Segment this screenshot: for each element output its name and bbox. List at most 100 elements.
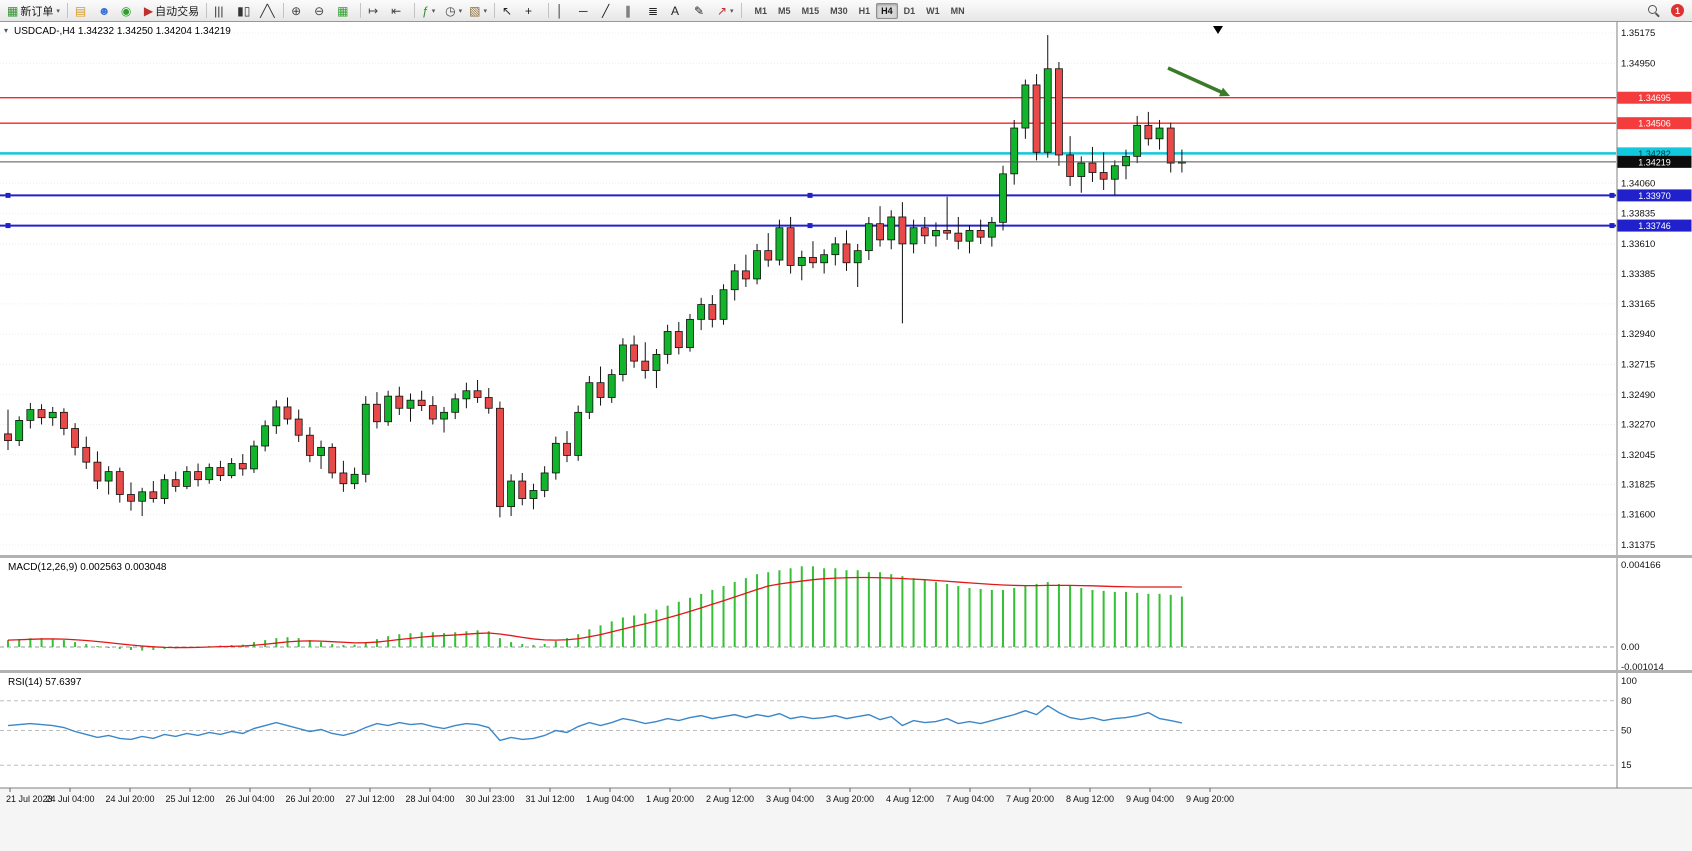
chart-objects: 1.34695 1.34506 1.34282 1.33970 1.33746 1.342… <box>0 26 1692 673</box>
line-handle[interactable] <box>807 223 813 229</box>
timeframe-m15-button[interactable]: M15 <box>801 5 820 16</box>
line-handle[interactable] <box>5 223 11 229</box>
price-scale-label: 1.33385 <box>1621 269 1655 280</box>
crosshair-button[interactable]: + <box>522 1 544 21</box>
main-price-panel: 1.35175 1.34950 1.34060 1.33835 1.33610 1.333… <box>0 28 1655 551</box>
macd-histogram-bar <box>1147 593 1150 647</box>
candle <box>373 403 381 423</box>
macd-histogram-bar <box>487 631 490 647</box>
charts-window-button[interactable]: ▤ <box>72 1 94 21</box>
rsi-scale-label: 50 <box>1621 726 1632 737</box>
time-axis-label: 7 Aug 20:00 <box>1006 794 1054 804</box>
candle <box>160 479 169 499</box>
time-axis-label: 1 Aug 20:00 <box>646 794 694 804</box>
line-handle[interactable] <box>1609 192 1615 198</box>
macd-histogram-bar <box>420 632 423 647</box>
cursor-icon: ↖ <box>501 3 513 18</box>
line-chart-icon: ╱╲ <box>260 3 275 18</box>
candle <box>1110 165 1119 180</box>
macd-histogram-bar <box>454 632 457 647</box>
candle <box>585 382 594 413</box>
candle <box>786 227 795 266</box>
timeframe-m30-button[interactable]: M30 <box>830 5 848 16</box>
timeframe-m5-button[interactable]: M5 <box>778 5 791 16</box>
zoom-out-button[interactable]: ⊖ <box>311 1 333 21</box>
auto-trading-button[interactable]: ▶ 自动交易 <box>141 1 202 21</box>
templates-icon: ▧ <box>469 3 481 18</box>
arrow-annotation[interactable] <box>1167 66 1226 96</box>
candle <box>719 289 728 320</box>
macd-histogram-bar <box>700 593 703 647</box>
cursor-button[interactable]: ↖ <box>499 1 521 21</box>
candle <box>138 491 147 502</box>
text-button[interactable]: A <box>668 1 690 21</box>
notification-badge[interactable]: 1 <box>1671 4 1684 17</box>
chart-shift-button[interactable]: ⇤ <box>388 1 410 21</box>
macd-histogram-bar <box>923 580 926 647</box>
auto-scroll-button[interactable]: ↦ <box>365 1 387 21</box>
macd-histogram-bar <box>633 615 636 647</box>
text-label-button[interactable]: ✎ <box>691 1 713 21</box>
down-triangle-marker[interactable] <box>1213 26 1223 34</box>
macd-histogram-bar <box>40 638 43 647</box>
macd-histogram-bar <box>342 645 345 647</box>
indicators-icon: ƒ <box>422 3 429 18</box>
fibonacci-button[interactable]: ≣ <box>645 1 667 21</box>
macd-histogram-bar <box>1080 587 1083 647</box>
line-chart-button[interactable]: ╱╲ <box>257 1 279 21</box>
periods-button[interactable]: ◷ ▾ <box>442 1 465 21</box>
profile-button[interactable]: ☻ <box>95 1 117 21</box>
candle <box>741 270 750 280</box>
horizontal-line-button[interactable]: ─ <box>576 1 598 21</box>
timeframe-h1-button[interactable]: H1 <box>858 5 871 16</box>
bar-chart-button[interactable]: ||| <box>211 1 233 21</box>
line-handle[interactable] <box>5 192 11 198</box>
chart-canvas[interactable]: 1.35175 1.34950 1.34060 1.33835 1.33610 1.333… <box>0 22 1692 851</box>
timeframe-mn-button[interactable]: MN <box>950 5 965 16</box>
macd-histogram-bar <box>800 566 803 647</box>
tile-windows-button[interactable]: ▦ <box>334 1 356 21</box>
macd-histogram-bar <box>566 638 568 647</box>
zoom-in-button[interactable]: ⊕ <box>288 1 310 21</box>
timeframe-w1-button[interactable]: W1 <box>926 5 940 16</box>
templates-button[interactable]: ▧ ▾ <box>466 1 490 21</box>
search-button[interactable] <box>1644 1 1666 21</box>
candle <box>630 344 638 362</box>
price-scale-label: 1.35175 <box>1621 28 1655 39</box>
trendline-button[interactable]: ╱ <box>599 1 621 21</box>
macd-histogram-bar <box>532 645 535 647</box>
timeframe-d1-button[interactable]: D1 <box>903 5 916 16</box>
candle <box>361 403 370 475</box>
timeframe-h4-button[interactable]: H4 <box>876 2 898 19</box>
macd-histogram-bar <box>621 617 624 647</box>
arrows-button[interactable]: ↗ ▾ <box>714 1 737 21</box>
timeframe-m1-button[interactable]: M1 <box>754 5 768 16</box>
indicators-button[interactable]: ƒ ▾ <box>419 1 441 21</box>
candle <box>339 472 348 485</box>
new-order-button[interactable]: ▦ 新订单 ▾ <box>4 1 63 21</box>
candle <box>663 331 672 355</box>
macd-histogram-bar <box>18 639 21 647</box>
candle <box>115 471 124 495</box>
candle <box>831 243 840 256</box>
panel-splitter[interactable] <box>0 670 1692 673</box>
time-axis-strip[interactable] <box>0 788 1692 851</box>
macd-histogram-bar <box>890 574 893 647</box>
line-handle[interactable] <box>807 192 813 198</box>
vertical-line-button[interactable]: │ <box>553 1 575 21</box>
macd-histogram-bar <box>521 644 524 647</box>
collapse-chart-icon[interactable]: ▾ <box>4 26 8 35</box>
line-handle[interactable] <box>1609 223 1615 229</box>
candle <box>764 250 773 261</box>
candle <box>149 491 158 499</box>
community-button[interactable]: ◉ <box>118 1 140 21</box>
panel-splitter[interactable] <box>0 555 1692 558</box>
macd-histogram-bar <box>431 632 434 647</box>
macd-histogram-bar <box>767 572 770 647</box>
macd-histogram-bar <box>934 582 937 647</box>
channel-button[interactable]: ∥ <box>622 1 644 21</box>
candle-chart-button[interactable]: ▮▯ <box>234 1 256 21</box>
time-axis-label: 24 Jul 04:00 <box>45 794 94 804</box>
macd-histogram-bar <box>331 644 334 647</box>
toolbar-separator <box>206 3 208 18</box>
